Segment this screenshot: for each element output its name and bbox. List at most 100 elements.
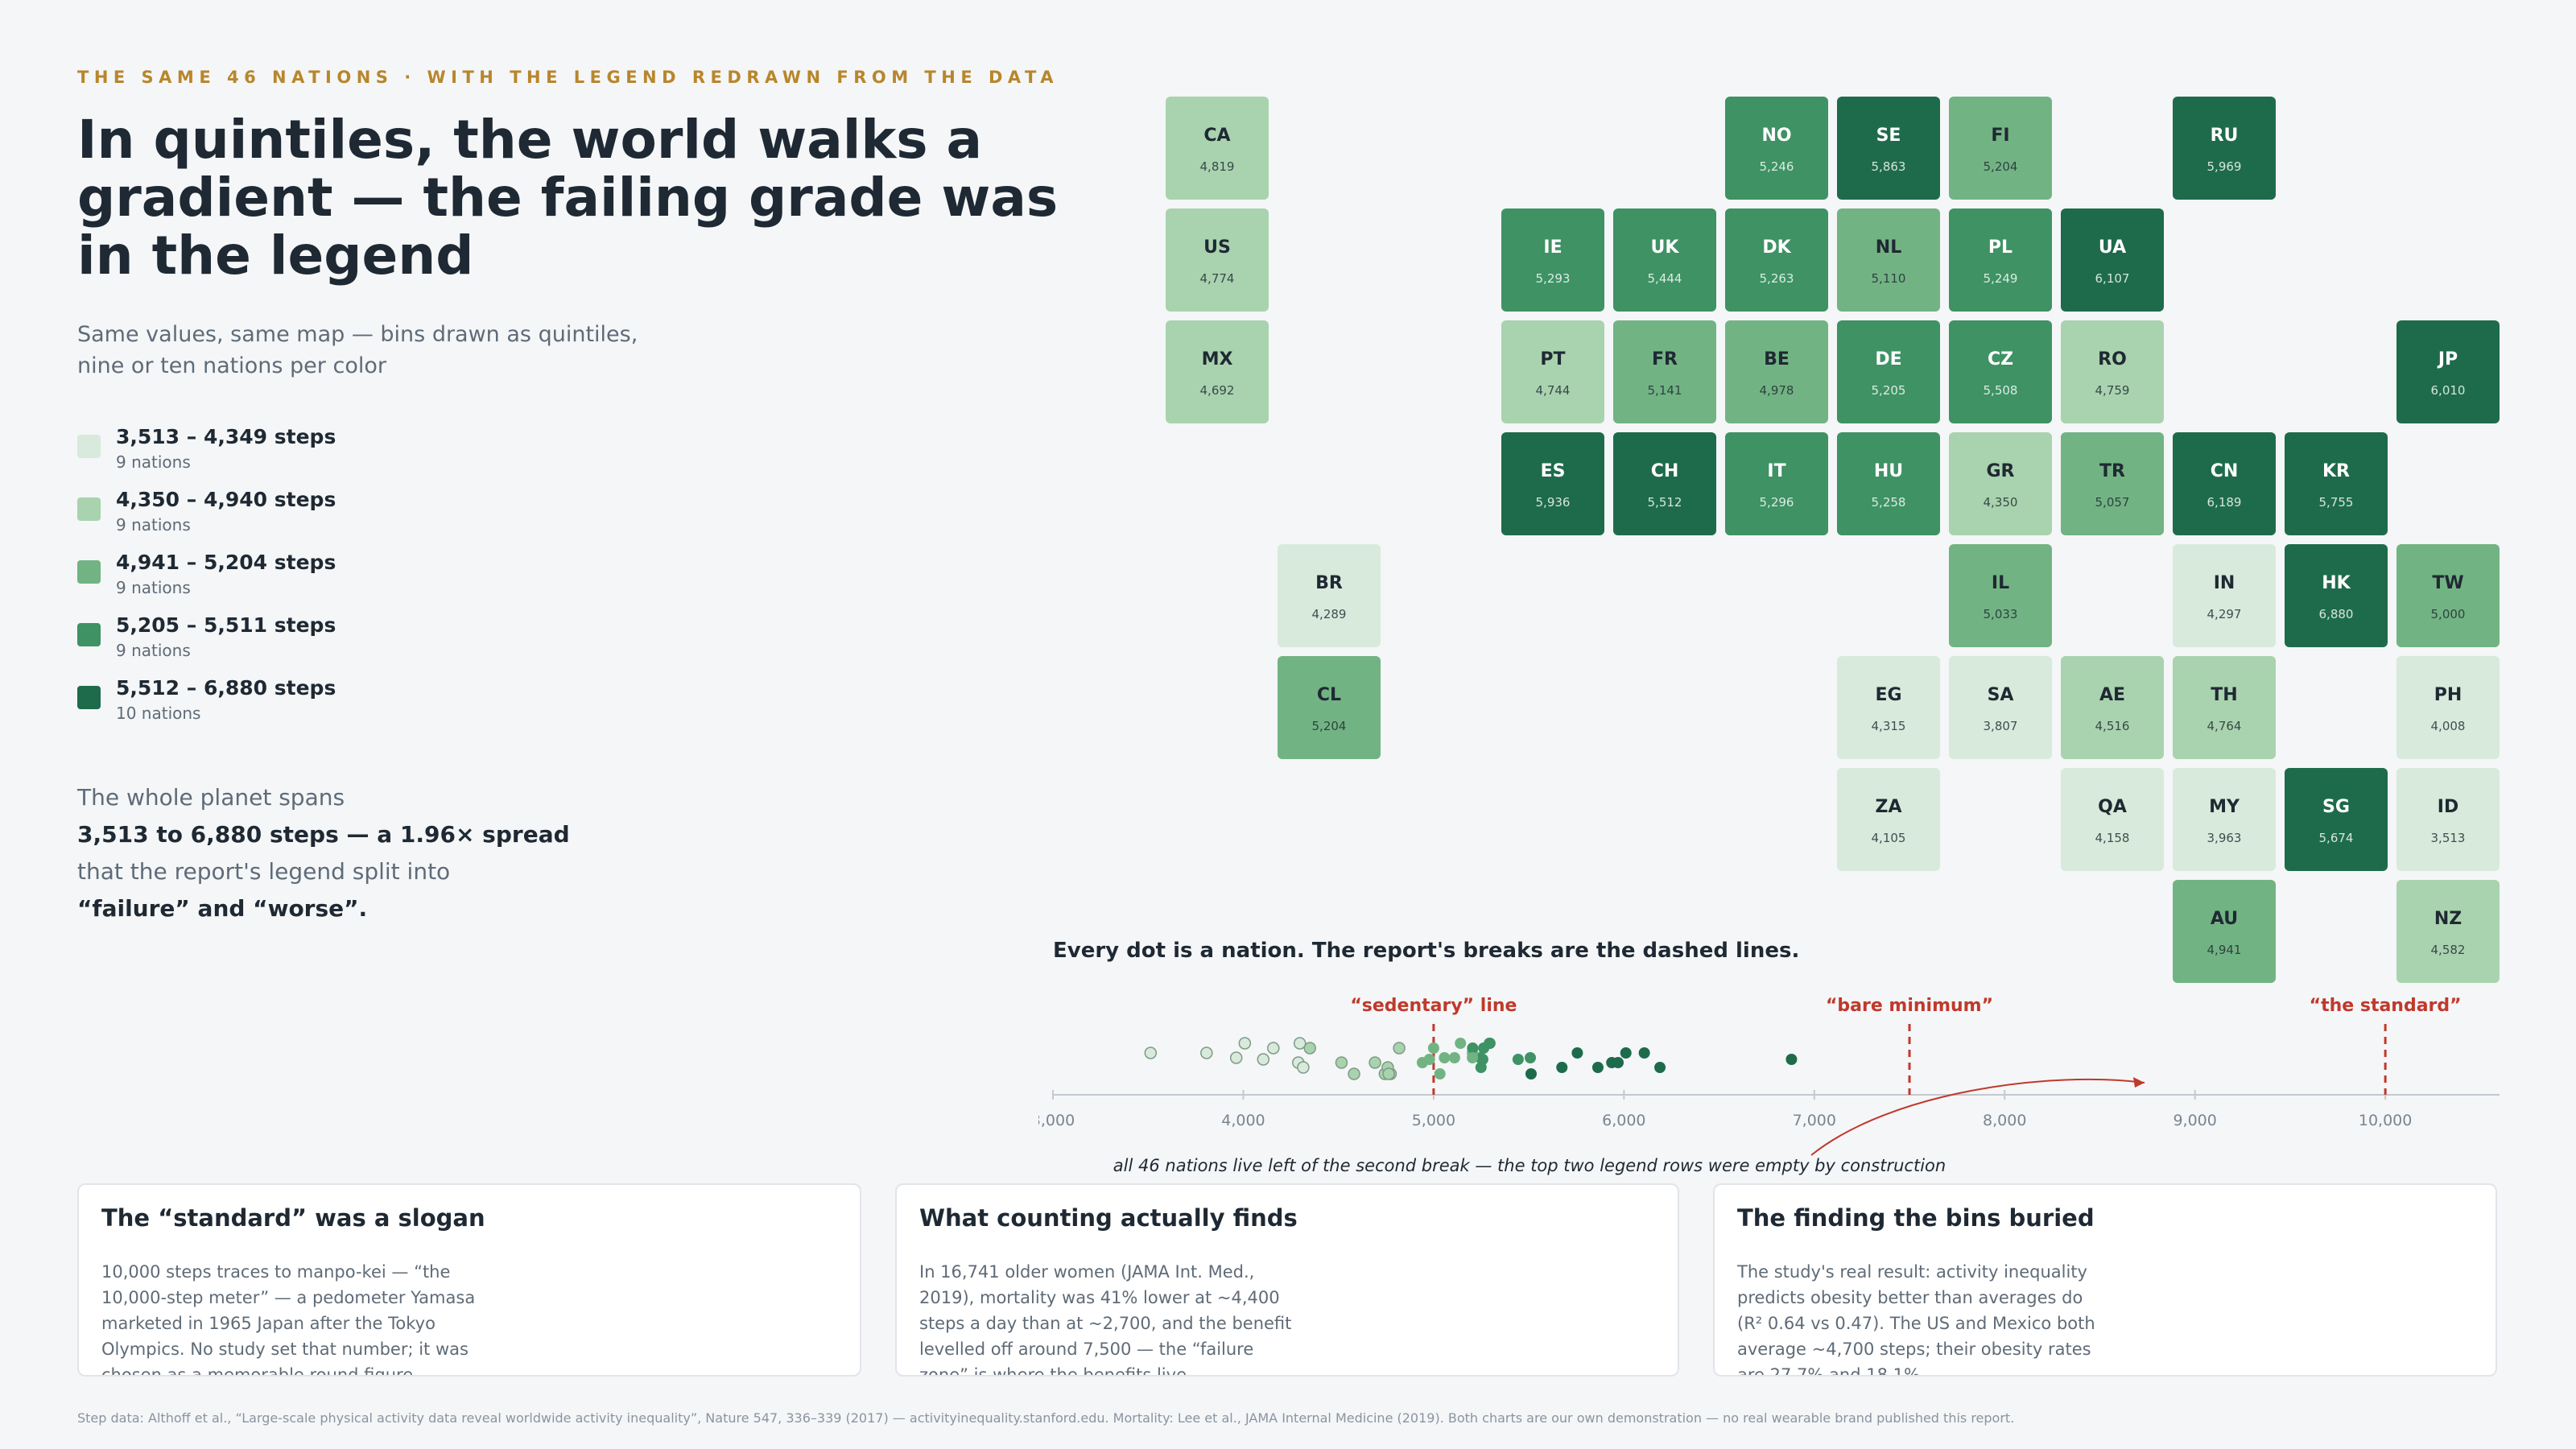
tile-code: QA xyxy=(2098,797,2127,817)
tile-id: ID 3,513 xyxy=(2396,768,2500,871)
tile-code: HK xyxy=(2322,573,2351,593)
nation-dot xyxy=(1467,1042,1479,1054)
tile-ie: IE 5,293 xyxy=(1501,208,1604,312)
x-tick-label: 10,000 xyxy=(2359,1112,2412,1129)
tile-code: ES xyxy=(1540,461,1566,481)
tile-de: DE 5,205 xyxy=(1837,320,1940,423)
legend-count: 9 nations xyxy=(116,515,191,535)
x-tick-label: 9,000 xyxy=(2173,1112,2216,1129)
tile-code: RU xyxy=(2210,126,2239,146)
tile-code: PT xyxy=(1540,349,1566,369)
note-arrowhead xyxy=(2133,1077,2145,1088)
legend-count: 9 nations xyxy=(116,452,191,472)
tile-mx: MX 4,692 xyxy=(1166,320,1269,423)
tile-value: 6,880 xyxy=(2318,607,2354,621)
nation-dot xyxy=(1200,1046,1213,1059)
tile-fi: FI 5,204 xyxy=(1949,97,2052,200)
break-label: “sedentary” line xyxy=(1350,996,1517,1016)
tile-value: 3,807 xyxy=(1983,719,2018,733)
tile-code: UA xyxy=(2098,237,2127,258)
tile-value: 4,516 xyxy=(2095,719,2130,733)
tile-code: DK xyxy=(1762,237,1791,258)
tile-il: IL 5,033 xyxy=(1949,544,2052,647)
tile-code: UK xyxy=(1650,237,1679,258)
source-footer: Step data: Althoff et al., “Large-scale … xyxy=(77,1410,2015,1426)
tile-th: TH 4,764 xyxy=(2173,656,2276,759)
strip-note: all 46 nations live left of the second b… xyxy=(1113,1156,1946,1175)
tile-value: 4,978 xyxy=(1759,383,1794,398)
tile-code: BR xyxy=(1315,573,1343,593)
x-tick-label: 3,000 xyxy=(1038,1112,1075,1129)
nation-dot xyxy=(1556,1062,1568,1073)
strip-chart: 3,000 4,000 5,000 6,000 7,000 8,000 9,000 10,00… xyxy=(1038,996,2500,1156)
tile-my: MY 3,963 xyxy=(2173,768,2276,871)
tile-za: ZA 4,105 xyxy=(1837,768,1940,871)
card-standard-slogan: The “standard” was a slogan 10,000 steps… xyxy=(77,1183,861,1377)
tile-value: 4,008 xyxy=(2430,719,2466,733)
tile-jp: JP 6,010 xyxy=(2396,320,2500,423)
tile-ca: CA 4,819 xyxy=(1166,97,1269,200)
tile-value: 5,057 xyxy=(2095,495,2130,510)
tile-code: JP xyxy=(2438,349,2458,369)
tile-be: BE 4,978 xyxy=(1725,320,1828,423)
tile-dk: DK 5,263 xyxy=(1725,208,1828,312)
tile-code: MX xyxy=(1201,349,1233,369)
x-tick-label: 5,000 xyxy=(1412,1112,1455,1129)
tile-fr: FR 5,141 xyxy=(1613,320,1716,423)
nation-dot xyxy=(1303,1042,1316,1055)
nation-dot xyxy=(1620,1047,1632,1059)
tile-value: 4,941 xyxy=(2207,943,2242,957)
tile-value: 4,350 xyxy=(1983,495,2018,510)
nation-dot xyxy=(1785,1054,1798,1065)
nation-dot xyxy=(1382,1067,1395,1080)
nation-dot xyxy=(1297,1061,1310,1074)
tile-code: IE xyxy=(1543,237,1563,258)
tile-code: FR xyxy=(1652,349,1678,369)
tile-code: CL xyxy=(1316,685,1342,705)
tile-gr: GR 4,350 xyxy=(1949,432,2052,535)
tile-code: KR xyxy=(2322,461,2350,481)
kicker: THE SAME 46 NATIONS · WITH THE LEGEND RE… xyxy=(77,68,1059,87)
break-label: “the standard” xyxy=(2310,996,2462,1016)
nation-dot xyxy=(1348,1067,1360,1080)
tile-value: 5,033 xyxy=(1983,607,2018,621)
tile-nz: NZ 4,582 xyxy=(2396,880,2500,983)
tile-ae: AE 4,516 xyxy=(2061,656,2164,759)
tile-value: 5,936 xyxy=(1535,495,1571,510)
note-arrow xyxy=(1810,1078,2145,1156)
legend-item: 4,350 – 4,940 steps 9 nations xyxy=(77,488,496,544)
tile-us: US 4,774 xyxy=(1166,208,1269,312)
spread-line-bold: 3,513 to 6,880 steps — a 1.96× spread xyxy=(77,821,570,848)
tile-value: 4,692 xyxy=(1199,383,1235,398)
tile-value: 5,263 xyxy=(1759,271,1794,286)
tile-value: 5,246 xyxy=(1759,159,1794,174)
tile-sa: SA 3,807 xyxy=(1949,656,2052,759)
tile-cl: CL 5,204 xyxy=(1278,656,1381,759)
tile-value: 5,293 xyxy=(1535,271,1571,286)
legend-range: 5,205 – 5,511 steps xyxy=(116,613,336,637)
card-title: The finding the bins buried xyxy=(1737,1204,2095,1232)
legend-range: 4,350 – 4,940 steps xyxy=(116,488,336,511)
tile-value: 5,969 xyxy=(2207,159,2242,174)
tile-sg: SG 5,674 xyxy=(2285,768,2388,871)
tile-code: NZ xyxy=(2434,909,2462,929)
tile-value: 5,000 xyxy=(2430,607,2466,621)
tile-value: 6,189 xyxy=(2207,495,2242,510)
tile-code: BE xyxy=(1764,349,1790,369)
tile-value: 5,444 xyxy=(1647,271,1682,286)
spread-line: The whole planet spans xyxy=(77,784,345,811)
nation-dot xyxy=(1434,1068,1446,1080)
tile-code: DE xyxy=(1875,349,1902,369)
nation-dot xyxy=(1525,1052,1537,1063)
tile-value: 5,249 xyxy=(1983,271,2018,286)
tile-value: 5,258 xyxy=(1871,495,1906,510)
tile-tr: TR 5,057 xyxy=(2061,432,2164,535)
nation-dot xyxy=(1638,1047,1650,1059)
legend-swatch xyxy=(77,435,101,458)
legend-range: 3,513 – 4,349 steps xyxy=(116,425,336,448)
card-title: The “standard” was a slogan xyxy=(101,1204,485,1232)
nation-dot xyxy=(1393,1042,1406,1055)
subtitle: Same values, same map — bins drawn as qu… xyxy=(77,322,638,378)
tile-code: ID xyxy=(2437,797,2459,817)
tile-value: 5,755 xyxy=(2318,495,2354,510)
